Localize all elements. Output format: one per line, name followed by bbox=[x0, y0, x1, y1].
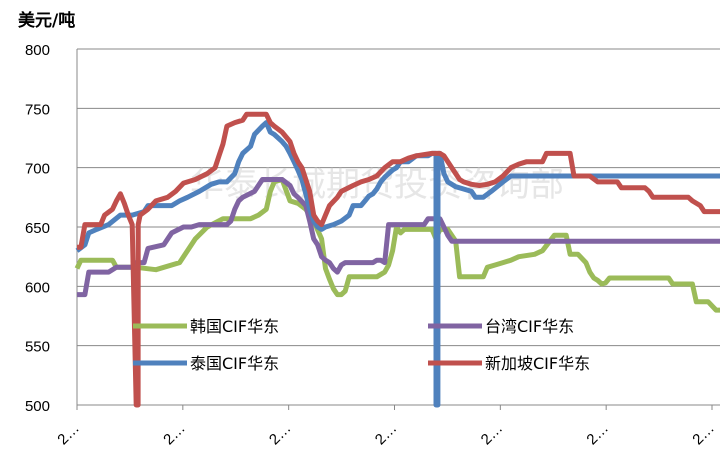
y-tick-label: 750 bbox=[25, 101, 50, 118]
x-tick-label: 2… bbox=[372, 420, 401, 449]
x-tick-label: 2… bbox=[478, 420, 507, 449]
y-tick-label: 650 bbox=[25, 220, 50, 237]
y-tick-label: 800 bbox=[25, 42, 50, 59]
series-line-2 bbox=[77, 177, 720, 298]
legend-label-3: 泰国CIF华东 bbox=[190, 354, 279, 373]
legend-label-2: 台湾CIF华东 bbox=[485, 317, 574, 336]
legend-label-4: 新加坡CIF华东 bbox=[485, 354, 590, 373]
x-tick-label: 2… bbox=[266, 420, 295, 449]
x-tick-label: 2… bbox=[160, 420, 189, 449]
legend-label-1: 韩国CIF华东 bbox=[190, 317, 279, 336]
axes: 500 550 600 650 700 750 800 2… 2… 2… 2… 2… 2… 2… bbox=[25, 42, 720, 448]
y-tick-label: 550 bbox=[25, 339, 50, 356]
series-line-3 bbox=[75, 120, 720, 408]
series-lines bbox=[74, 111, 720, 408]
y-tick-label: 700 bbox=[25, 161, 50, 178]
x-tick-label: 2… bbox=[689, 420, 718, 449]
y-tick-label: 500 bbox=[25, 398, 50, 415]
x-tick-label: 2… bbox=[54, 420, 83, 449]
series-line-4 bbox=[77, 111, 720, 408]
y-axis-unit-label: 美元/吨 bbox=[18, 10, 75, 31]
series-line-1 bbox=[74, 177, 720, 313]
x-tick-label: 2… bbox=[583, 420, 612, 449]
y-tick-label: 600 bbox=[25, 279, 50, 296]
